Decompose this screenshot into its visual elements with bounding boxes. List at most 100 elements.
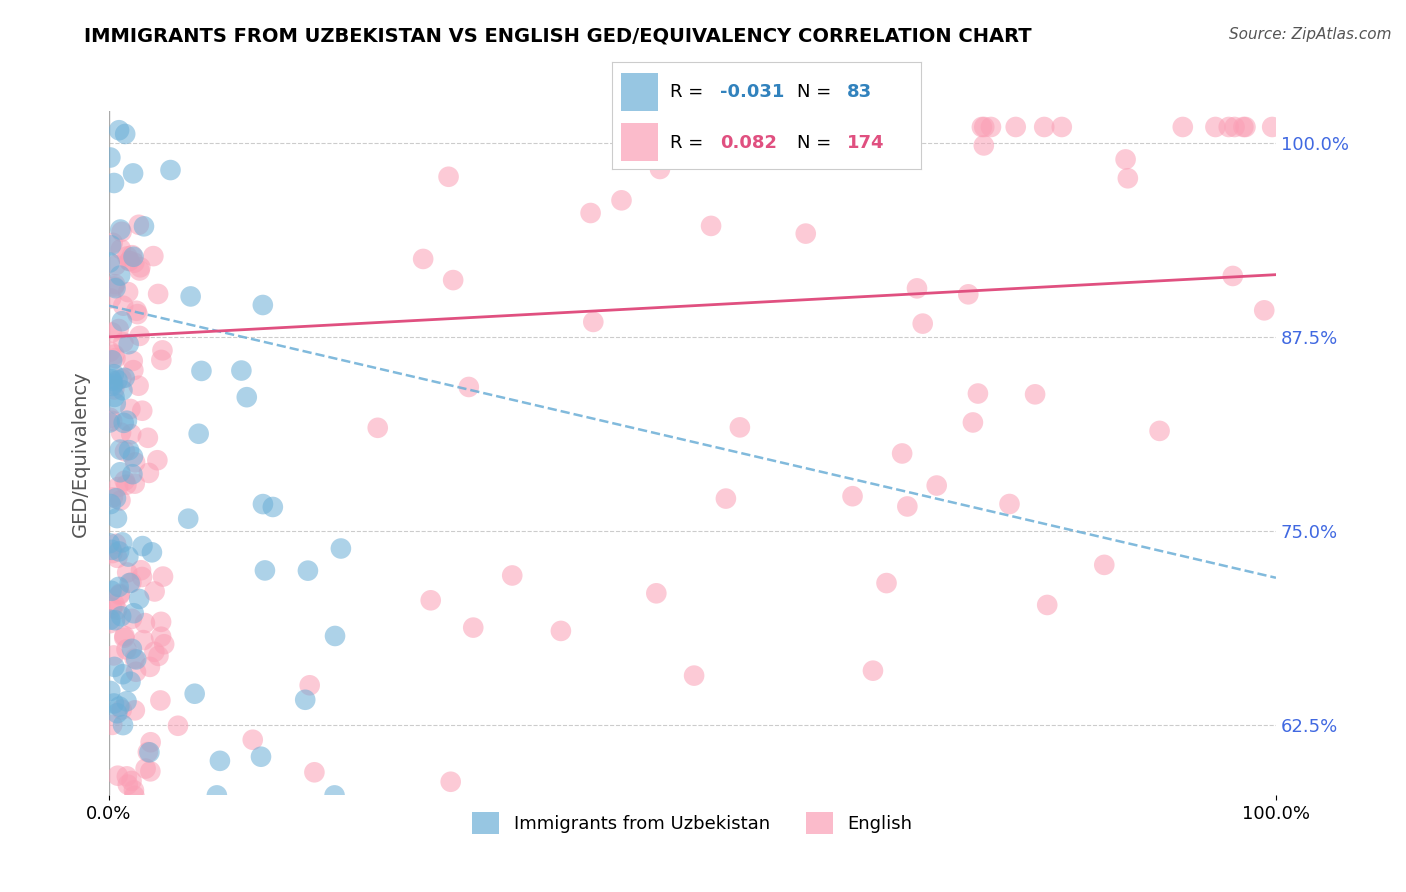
Point [323,789,346,803]
Point [115,769,138,783]
Point [579,206,602,220]
Point [101,353,124,368]
Text: R =: R = [671,134,710,152]
Point [668,120,690,134]
Point [110,425,132,440]
Point [112,299,135,313]
Point [108,442,131,457]
Point [103,348,125,362]
Point [1036,598,1059,612]
Point [1050,120,1073,134]
Point [146,453,169,467]
Point [150,630,173,644]
Text: IMMIGRANTS FROM UZBEKISTAN VS ENGLISH GED/EQUIVALENCY CORRELATION CHART: IMMIGRANTS FROM UZBEKISTAN VS ENGLISH GE… [84,27,1032,45]
Point [121,641,143,656]
Point [107,769,129,783]
Point [105,603,128,617]
Point [110,609,132,624]
Point [122,250,145,264]
Point [1115,153,1137,167]
Point [1149,424,1171,438]
Point [250,835,273,849]
Point [231,363,253,377]
Point [120,674,142,689]
Point [998,497,1021,511]
Point [110,493,132,508]
Text: R =: R = [671,84,710,102]
Point [1204,120,1226,134]
Text: 83: 83 [846,84,872,102]
Point [104,396,127,410]
Point [114,474,136,488]
Point [138,466,160,480]
Point [125,652,148,666]
Point [98,410,121,425]
Point [250,749,273,764]
Point [683,668,706,682]
Point [101,718,124,732]
Point [152,569,174,583]
Point [111,535,134,549]
Point [132,633,155,648]
Point [695,120,717,134]
Point [105,706,128,721]
Point [98,344,121,359]
Point [115,835,138,849]
Point [973,120,995,134]
Point [118,253,141,268]
Text: N =: N = [797,134,837,152]
Point [129,563,152,577]
Point [114,629,136,643]
Point [714,491,737,506]
Point [1116,171,1139,186]
Point [1253,303,1275,318]
Point [190,364,212,378]
Point [108,587,131,601]
Point [501,568,523,582]
Point [101,374,124,388]
Point [329,541,352,556]
Point [957,287,980,301]
Point [1004,120,1026,134]
Point [807,120,830,134]
Point [128,591,150,606]
Point [1024,387,1046,401]
Point [645,586,668,600]
Point [128,218,150,232]
Point [124,455,146,469]
Point [100,542,122,557]
Point [139,764,162,779]
Point [841,489,863,503]
Point [98,536,121,550]
Point [110,242,132,256]
Point [103,383,125,397]
Point [114,371,136,385]
Point [252,497,274,511]
Point [148,648,170,663]
Point [100,238,122,252]
Point [98,416,121,430]
Point [120,575,142,590]
Point [236,390,259,404]
Point [262,500,284,514]
Text: Source: ZipAtlas.com: Source: ZipAtlas.com [1229,27,1392,42]
Point [132,219,155,234]
Point [1232,120,1254,134]
Point [419,593,441,607]
Point [118,576,141,591]
Point [115,477,138,491]
Point [165,835,187,849]
Point [114,127,136,141]
Point [117,285,139,299]
Point [122,450,145,464]
Point [143,645,166,659]
Point [440,774,463,789]
Point [112,718,135,732]
Point [297,564,319,578]
Point [187,426,209,441]
Point [98,684,121,698]
Point [104,537,127,551]
Point [146,287,169,301]
Point [794,227,817,241]
Point [136,745,159,759]
